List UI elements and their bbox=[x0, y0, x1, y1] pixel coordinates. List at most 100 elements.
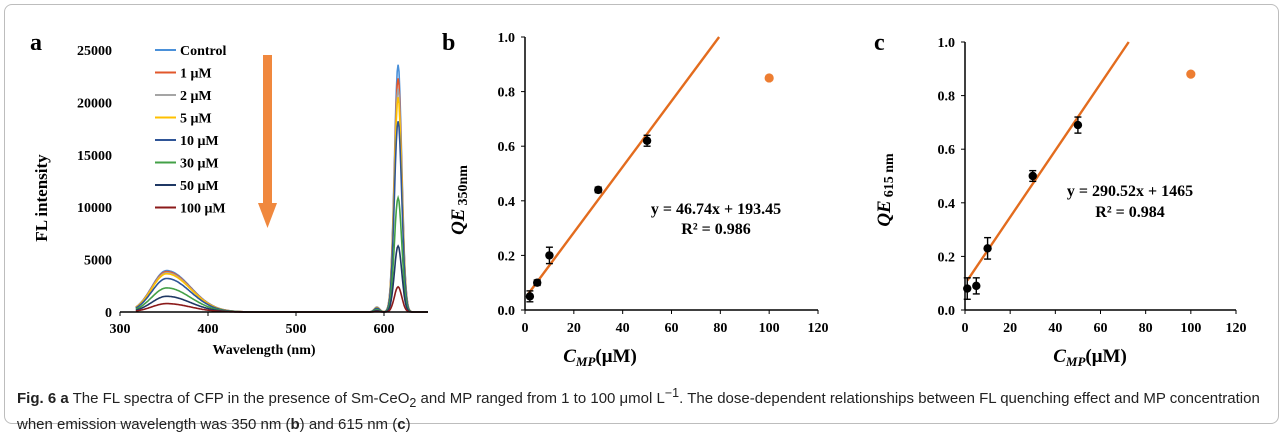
caption-text-2: and MP ranged from 1 to 100 μmol L bbox=[416, 390, 665, 407]
y-tick-label: 25000 bbox=[77, 44, 112, 59]
data-point bbox=[983, 244, 992, 253]
caption-text-3: . The dose-dependent relationships betwe… bbox=[17, 390, 1260, 433]
data-point bbox=[1028, 171, 1037, 181]
regression-equation: y = 46.74x + 193.45 bbox=[651, 201, 781, 218]
trendline bbox=[966, 41, 1130, 282]
y-tick-label: 0.4 bbox=[938, 197, 956, 212]
data-point bbox=[642, 136, 652, 145]
panel-label-a: a bbox=[30, 30, 42, 56]
x-label-main: C bbox=[563, 346, 576, 367]
x-tick-label: 20 bbox=[1003, 321, 1017, 336]
y-tick-label: 0.0 bbox=[498, 304, 516, 319]
x-tick-label: 100 bbox=[1180, 321, 1201, 336]
x-label-unit: (μM) bbox=[1085, 346, 1126, 367]
decrease-arrow bbox=[258, 55, 277, 228]
caption-text-4: ) and 615 nm ( bbox=[299, 416, 398, 433]
chart-panel-a: 0 5000 10000 15000 20000 25000 300 400 500 600 Co… bbox=[32, 44, 428, 358]
x-tick-label: 0 bbox=[962, 321, 969, 336]
r-squared: R² = 0.984 bbox=[1095, 204, 1164, 221]
panel-label-c: c bbox=[874, 30, 885, 56]
y-tick-label: 0.8 bbox=[938, 90, 956, 105]
y-tick-label: 10000 bbox=[77, 201, 112, 216]
y-tick-label: 1.0 bbox=[938, 36, 956, 51]
chart-panel-b: 0.0 0.2 0.4 0.6 0.8 1.0 0 20 40 60 80 100 120 y = 46… bbox=[448, 31, 829, 369]
spectrum-line bbox=[135, 121, 428, 313]
y-label-sub: 350nm bbox=[456, 165, 471, 206]
y-axis-label: QE 615 nm bbox=[874, 153, 897, 227]
caption-text-1: The FL spectra of CFP in the presence of… bbox=[68, 390, 410, 407]
y-axis-label: FL intensity bbox=[32, 154, 51, 242]
y-tick-label: 0 bbox=[105, 306, 112, 321]
x-tick-label: 600 bbox=[374, 322, 395, 337]
caption-sub-2: 2 bbox=[409, 396, 417, 410]
x-tick-label: 300 bbox=[110, 322, 131, 337]
x-tick-label: 400 bbox=[198, 322, 219, 337]
y-tick-label: 0.2 bbox=[498, 249, 516, 264]
y-tick-label: 0.4 bbox=[498, 195, 516, 210]
x-axis-label: Wavelength (nm) bbox=[212, 343, 315, 358]
data-point bbox=[963, 284, 972, 293]
data-point bbox=[972, 281, 981, 291]
data-point bbox=[594, 185, 603, 195]
x-tick-label: 0 bbox=[522, 321, 529, 336]
figure-frame bbox=[4, 4, 1279, 424]
panel-label-b: b bbox=[442, 30, 455, 56]
legend-entry: 30 μM bbox=[180, 157, 219, 172]
y-tick-label: 20000 bbox=[77, 96, 112, 111]
y-label-sub: 615 nm bbox=[882, 153, 897, 197]
legend-entry: 1 μM bbox=[180, 67, 212, 82]
caption-text-5: ) bbox=[405, 416, 411, 433]
outlier-point bbox=[1186, 69, 1196, 79]
x-label-main: C bbox=[1053, 346, 1066, 367]
legend-entry: 2 μM bbox=[180, 89, 212, 104]
caption-fig-label: Fig. 6 bbox=[17, 390, 57, 407]
trendline bbox=[526, 36, 721, 296]
x-tick-label: 40 bbox=[1048, 321, 1062, 336]
legend-entry: 100 μM bbox=[180, 202, 226, 217]
y-label-main: QE bbox=[448, 209, 469, 235]
outlier-point bbox=[764, 73, 774, 83]
legend-entry: 50 μM bbox=[180, 179, 219, 194]
x-tick-label: 20 bbox=[567, 321, 581, 336]
y-tick-label: 0.6 bbox=[938, 143, 956, 158]
x-tick-label: 60 bbox=[1094, 321, 1108, 336]
y-tick-label: 0.2 bbox=[938, 250, 956, 265]
y-axis-label: QE 350nm bbox=[448, 165, 471, 235]
x-tick-label: 60 bbox=[665, 321, 679, 336]
x-label-sub: MP bbox=[575, 354, 597, 369]
x-tick-label: 120 bbox=[1226, 321, 1247, 336]
caption-panel-a: a bbox=[60, 390, 69, 407]
x-tick-label: 40 bbox=[616, 321, 630, 336]
x-tick-label: 80 bbox=[1139, 321, 1153, 336]
data-point bbox=[533, 278, 542, 287]
x-tick-label: 80 bbox=[713, 321, 727, 336]
regression-equation: y = 290.52x + 1465 bbox=[1067, 183, 1193, 200]
x-label-unit: (μM) bbox=[595, 346, 636, 367]
caption-sup: −1 bbox=[664, 386, 680, 400]
chart-panel-c: 0.0 0.2 0.4 0.6 0.8 1.0 0 20 40 60 80 100 120 y = 29… bbox=[874, 36, 1247, 369]
x-tick-label: 500 bbox=[286, 322, 307, 337]
y-tick-label: 0.0 bbox=[938, 304, 956, 319]
data-point bbox=[545, 251, 554, 260]
x-axis-label: CMP(μM) bbox=[1053, 346, 1127, 369]
x-tick-label: 100 bbox=[759, 321, 780, 336]
r-squared: R² = 0.986 bbox=[681, 221, 750, 238]
caption-ref-c: c bbox=[397, 416, 406, 433]
y-label-main: QE bbox=[874, 200, 895, 226]
figure-caption: Fig. 6 a The FL spectra of CFP in the pr… bbox=[17, 383, 1272, 435]
y-tick-label: 5000 bbox=[84, 254, 112, 269]
caption-ref-b: b bbox=[290, 416, 300, 433]
legend-entry: 10 μM bbox=[180, 134, 219, 149]
legend: Control 1 μM 2 μM 5 μM 10 μM 30 μM 50 μM 100 μM bbox=[155, 44, 227, 217]
y-tick-label: 0.8 bbox=[498, 86, 516, 101]
y-tick-label: 15000 bbox=[77, 149, 112, 164]
x-label-sub: MP bbox=[1065, 354, 1087, 369]
legend-entry: 5 μM bbox=[180, 112, 212, 127]
legend-entry: Control bbox=[180, 44, 227, 59]
y-tick-label: 0.6 bbox=[498, 140, 516, 155]
x-tick-label: 120 bbox=[808, 321, 829, 336]
y-tick-label: 1.0 bbox=[498, 31, 516, 46]
data-point bbox=[1073, 120, 1083, 130]
x-axis-label: CMP(μM) bbox=[563, 346, 637, 369]
